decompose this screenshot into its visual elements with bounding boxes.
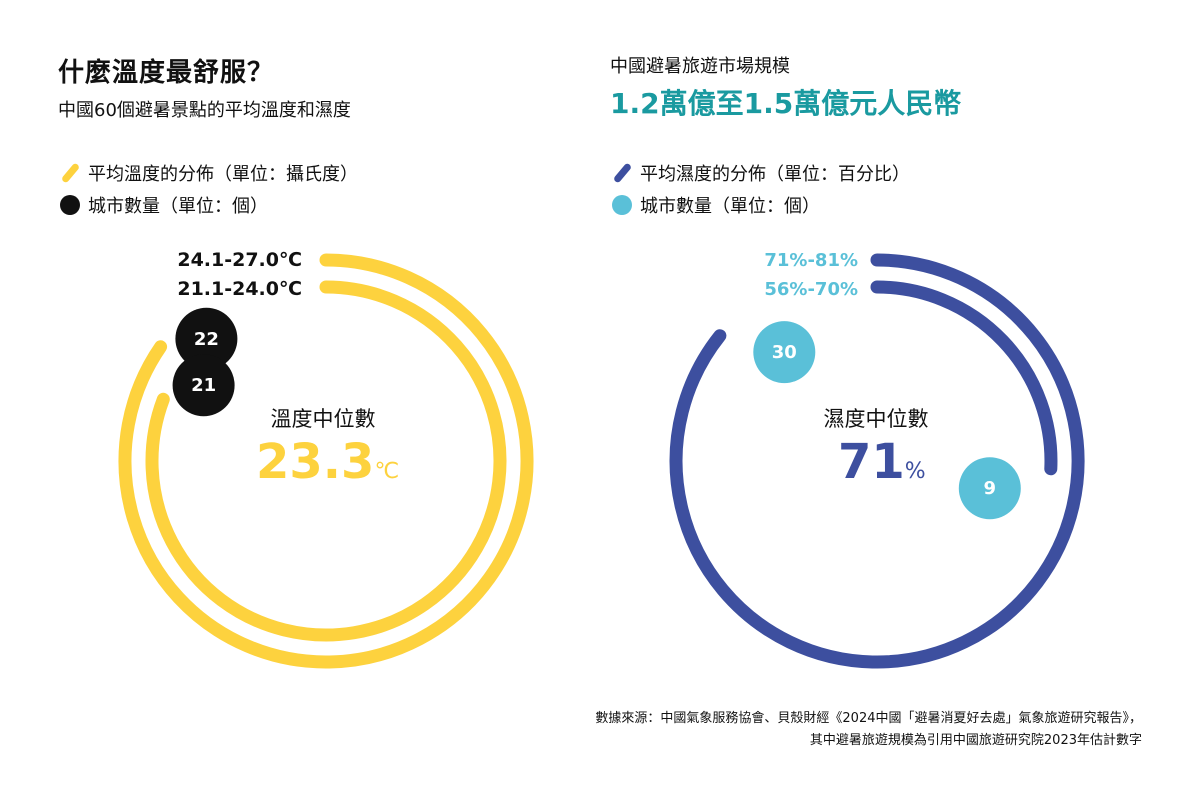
median-number: 23.3	[256, 434, 374, 490]
legend-item-city-count: 城市數量（單位：個）	[58, 192, 358, 218]
count-bubble-56-70	[958, 457, 1021, 520]
count-bubble-24-27	[175, 307, 238, 370]
median-unit: ℃	[374, 459, 399, 484]
arc-56-70	[870, 280, 1058, 476]
cyan-dot-icon	[612, 195, 632, 215]
source-line-2: 其中避暑旅遊規模為引用中國旅遊研究院2023年估計數字	[809, 733, 1142, 748]
category-label-56-70: 56%-70%	[764, 279, 858, 300]
blue-stroke-icon	[612, 162, 632, 184]
legend-label: 平均濕度的分佈（單位：百分比）	[640, 164, 910, 185]
legend-label: 城市數量（單位：個）	[640, 196, 820, 217]
left-subtitle: 中國60個避暑景點的平均溫度和濕度	[58, 100, 351, 121]
median-label: 溫度中位數	[271, 407, 376, 431]
arc-21-24	[145, 280, 507, 642]
temperature-radial-chart: 24.1-27.0℃ 21.1-24.0℃ 22 21 溫度中位數 23.3℃	[118, 249, 534, 669]
legend-item-temp-distribution: 平均溫度的分佈（單位：攝氏度）	[58, 160, 358, 186]
count-label-56-70: 9	[984, 478, 997, 499]
legend-item-city-count: 城市數量（單位：個）	[610, 192, 910, 218]
count-label-21-24: 21	[191, 375, 216, 396]
source-line-1: 數據來源：中國氣象服務協會、貝殼財經《2024中國「避暑消夏好去處」氣象旅遊研究…	[595, 711, 1142, 726]
legend-item-humidity-distribution: 平均濕度的分佈（單位：百分比）	[610, 160, 910, 186]
yellow-stroke-icon	[60, 162, 80, 184]
left-title: 什麼溫度最舒服？	[58, 58, 275, 88]
median-label: 濕度中位數	[824, 407, 929, 431]
arc-71-81	[669, 253, 1085, 669]
count-bubble-71-81	[753, 321, 816, 384]
arc-24-27	[118, 253, 534, 669]
black-dot-icon	[60, 195, 80, 215]
median-value: 23.3℃	[256, 434, 399, 490]
legend-label: 城市數量（單位：個）	[88, 196, 268, 217]
left-legend: 平均溫度的分佈（單位：攝氏度） 城市數量（單位：個）	[58, 160, 358, 218]
count-bubble-21-24	[172, 354, 235, 417]
source-note: 數據來源：中國氣象服務協會、貝殼財經《2024中國「避暑消夏好去處」氣象旅遊研究…	[595, 708, 1142, 752]
median-value: 71%	[838, 434, 926, 490]
median-number: 71	[838, 434, 905, 490]
humidity-radial-chart: 71%-81% 56%-70% 30 9 濕度中位數 71%	[669, 250, 1085, 669]
category-label-24-27: 24.1-27.0℃	[177, 249, 302, 271]
right-legend: 平均濕度的分佈（單位：百分比） 城市數量（單位：個）	[610, 160, 910, 218]
median-unit: %	[905, 459, 926, 484]
right-title: 1.2萬億至1.5萬億元人民幣	[610, 87, 962, 120]
count-label-24-27: 22	[194, 329, 219, 350]
right-subtitle: 中國避暑旅遊市場規模	[610, 56, 790, 77]
count-label-71-81: 30	[772, 342, 797, 363]
category-label-71-81: 71%-81%	[764, 250, 858, 271]
legend-label: 平均溫度的分佈（單位：攝氏度）	[88, 164, 358, 185]
category-label-21-24: 21.1-24.0℃	[177, 278, 302, 300]
